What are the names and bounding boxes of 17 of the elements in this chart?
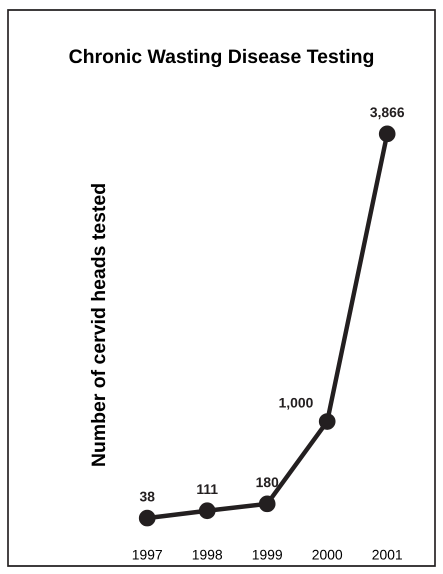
chart-title: Chronic Wasting Disease Testing <box>69 48 374 68</box>
data-label: 38 <box>140 492 154 502</box>
y-axis-title: Number of cervid heads tested <box>90 184 106 466</box>
data-label: 3,866 <box>370 107 404 120</box>
point <box>198 502 216 520</box>
point <box>138 510 156 526</box>
data-label: 1,000 <box>279 398 313 410</box>
x-tick-label: 1997 <box>132 550 162 560</box>
x-tick-label: 1998 <box>192 550 222 560</box>
data-label: 111 <box>197 484 218 494</box>
data-label: 180 <box>256 477 278 488</box>
point <box>318 413 336 430</box>
x-tick-label: 2001 <box>372 550 402 560</box>
x-tick-label: 1999 <box>252 550 282 560</box>
x-tick-label: 2000 <box>312 550 342 560</box>
point <box>378 126 396 142</box>
point <box>258 496 276 512</box>
